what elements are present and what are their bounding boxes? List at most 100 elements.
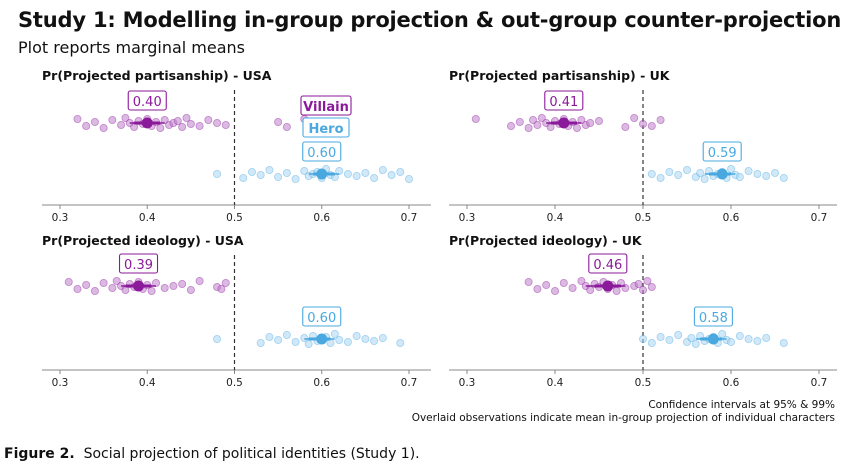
panel3-hero-observation [291,337,300,346]
panel4-villain-observation [551,286,560,295]
panel3-hero-observation [370,336,379,345]
panel3-villain-observation [147,286,156,295]
legend-hero-label: Hero [308,122,343,137]
figure-caption: Figure 2. Social projection of political… [4,446,420,462]
panel2-title: Pr(Projected partisanship) - UK [449,68,671,83]
panel4-villain-observation [612,286,621,295]
panel2-villain-observation [529,116,538,125]
panel1-villain-observation [73,115,82,124]
panel2-hero-observation [735,172,744,181]
panel2-villain-observation [471,115,480,124]
panel4-villain-observation [533,284,542,293]
panel1-villain-observation [213,119,222,128]
panel1-hero-mean-point [316,168,328,180]
panel3-tick-label: 0.5 [226,377,243,389]
panel3-villain-observation [217,284,226,293]
panel4-hero-mean-label-box [693,306,733,327]
panel2-hero-observation [762,171,771,180]
panel3-villain-mean-label-box [118,253,159,274]
panel1-villain-observation [117,121,126,130]
panel4-hero-observation [779,338,788,347]
panel3-hero-observation [300,333,309,342]
panel1-villain-observation [282,123,291,132]
panel4-hero-observation [744,334,753,343]
panel2-hero-observation [683,165,692,174]
panel3-hero-observation [330,329,339,338]
panel3-hero-observation [335,335,344,344]
panel3-villain-observation [90,286,99,295]
panel4-hero-observation [727,337,736,346]
panel4-villain-observation [647,282,656,291]
panel1-villain-observation [173,117,182,126]
panel1-hero-observation [352,171,361,180]
panel4-hero-observation [665,335,674,344]
panel1-hero-observation [247,167,256,176]
panel3-hero-observation [343,337,352,346]
panel3-hero-mean-point [316,333,328,345]
panel2-hero-observation [656,173,665,182]
panel4-hero-mean-point [707,333,719,345]
panel1-villain-observation [178,123,187,132]
panel2-villain-observation [639,120,648,129]
panel1-villain-observation [182,114,191,123]
panel2-villain-observation [595,117,604,126]
panel2-villain-observation [621,123,630,132]
panel2-villain-observation [586,119,595,128]
panel4-villain-observation [577,276,586,285]
panel2-tick-label: 0.7 [811,212,828,224]
panel2-hero-observation [700,174,709,183]
panel2-hero-observation [753,169,762,178]
panel1-villain-observation [274,118,283,127]
panel3-hero-observation [265,332,274,341]
panel4-hero-observation [753,336,762,345]
panel3-villain-observation [108,283,117,292]
panel1-hero-mean-label: 0.60 [307,146,336,161]
panel1-hero-observation [396,167,405,176]
panel4-villain-mean-point [602,280,614,292]
panel2-villain-observation [506,122,515,131]
panel2-villain-observation [630,114,639,123]
panel2-villain-mean-label-box [544,90,584,111]
panel1-villain-observation [156,124,165,133]
panel3-hero-observation [304,339,313,348]
panel3-villain-observation [178,279,187,288]
panel4-hero-observation [735,331,744,340]
panel4-tick-label: 0.3 [459,377,476,389]
panel4-hero-observation [656,332,665,341]
panel2-villain-mean-point [558,117,570,129]
panel1-villain-observation [82,122,91,131]
panel1-villain-observation [195,122,204,131]
panel1-hero-observation [387,170,396,179]
panel2-hero-observation [771,168,780,177]
panel3-villain-observation [112,276,121,285]
panel3-villain-mean-label: 0.39 [124,258,153,273]
panel2-villain-observation [573,124,582,133]
panel2-hero-observation [744,166,753,175]
panel4-villain-observation [568,283,577,292]
chart-area: Pr(Projected partisanship) - USA 0.3 0.4 0.… [42,68,837,389]
panel4-hero-mean-label: 0.58 [699,311,728,326]
panel1-tick-label: 0.6 [313,212,330,224]
panel1-hero-observation [213,169,222,178]
panel3-hero-observation [274,335,283,344]
panel4-villain-observation [542,280,551,289]
panel4-hero-observation [762,333,771,342]
panel2-tick-label: 0.5 [635,212,652,224]
panel4-tick-label: 0.7 [811,377,828,389]
panel1-villain-mean-label: 0.40 [133,95,162,110]
panel1-villain-observation [108,116,117,125]
panel3-villain-observation [64,277,73,286]
panel3-hero-mean-label: 0.60 [307,311,336,326]
panel3-hero-mean-label-box [302,306,342,327]
legend-villain-box [300,95,352,116]
panel3-tick-label: 0.3 [52,377,69,389]
panel1-hero-observation [256,170,265,179]
panel3-hero-observation [361,334,370,343]
panel2-hero-observation [647,169,656,178]
panel2-villain-observation [537,114,546,123]
panel3-hero-observation [213,334,222,343]
panel3-tick-label: 0.4 [139,377,156,389]
panel4-hero-observation [674,330,683,339]
panel2-villain-observation [515,118,524,127]
panel1-hero-observation [361,168,370,177]
